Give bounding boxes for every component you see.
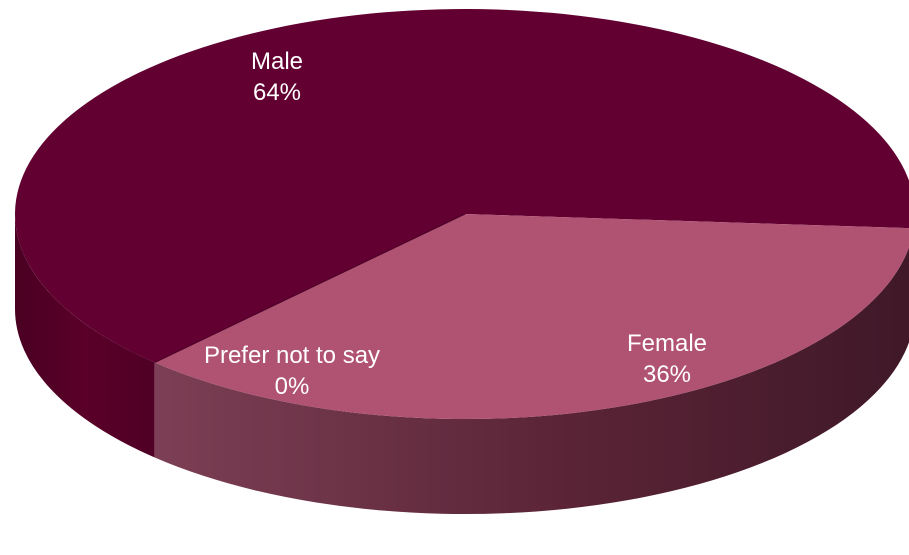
pie-slice-male	[15, 9, 909, 363]
data-label-female: Female 36%	[627, 328, 707, 390]
data-label-prefer-not-to-say: Prefer not to say 0%	[204, 340, 380, 402]
data-label-male: Male 64%	[251, 46, 303, 108]
pie-side-female	[154, 247, 909, 514]
data-label-prefer-not-to-say-category: Prefer not to say	[203, 342, 381, 369]
data-label-female-category: Female	[626, 330, 708, 357]
data-label-female-percent: 36%	[642, 361, 692, 388]
pie-slice-female	[154, 214, 909, 419]
data-label-male-percent: 64%	[252, 79, 302, 106]
data-label-male-category: Male	[250, 48, 304, 75]
pie-slice-prefer-not-to-say	[154, 213, 466, 363]
pie-side-male	[14, 214, 155, 458]
data-label-prefer-not-to-say-percent: 0%	[274, 373, 310, 400]
